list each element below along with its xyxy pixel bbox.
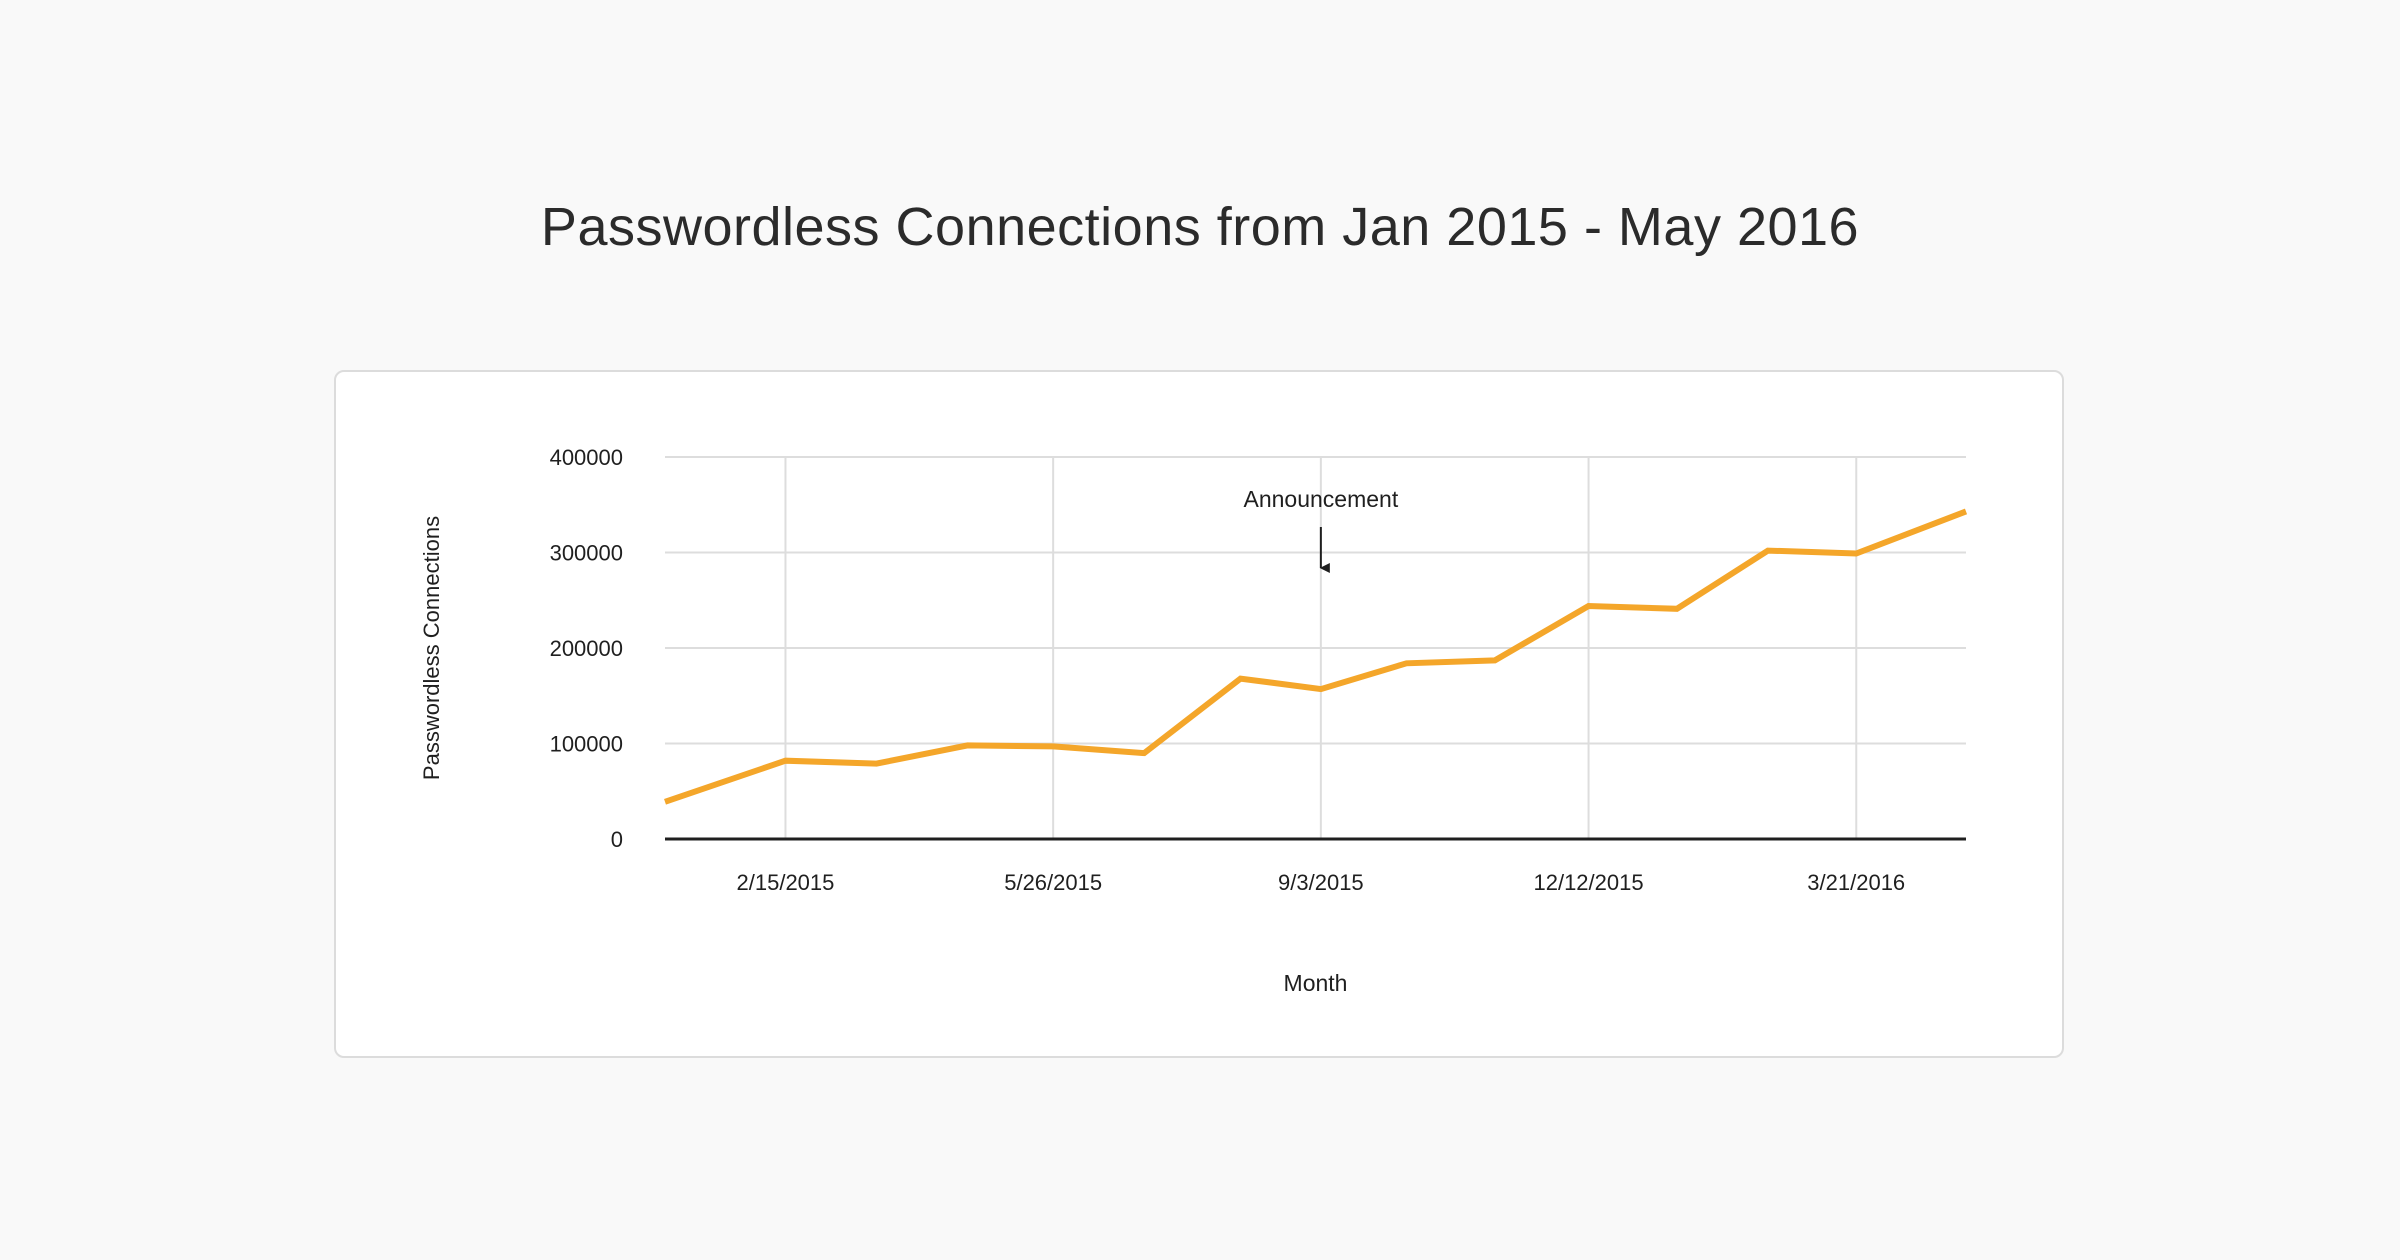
page-title: Passwordless Connections from Jan 2015 -… bbox=[540, 197, 1860, 257]
y-tick-label: 100000 bbox=[550, 732, 623, 757]
y-tick-label: 0 bbox=[611, 827, 623, 852]
line-chart: 0 100000 200000 300000 400000 2/15/2015 5/26/2… bbox=[419, 445, 1968, 996]
y-tick-label: 400000 bbox=[550, 445, 623, 470]
y-tick-label: 200000 bbox=[550, 636, 623, 661]
x-tick-label: 9/3/2015 bbox=[1278, 870, 1364, 895]
y-axis-label: Passwordless Connections bbox=[419, 516, 444, 780]
x-tick-label: 5/26/2015 bbox=[1004, 870, 1102, 895]
chart-card: 0 100000 200000 300000 400000 2/15/2015 5/26/2… bbox=[334, 370, 2064, 1058]
series-line bbox=[664, 508, 1968, 805]
x-tick-label: 3/21/2016 bbox=[1807, 870, 1905, 895]
grid-layer bbox=[665, 456, 1966, 839]
label-layer: 0 100000 200000 300000 400000 2/15/2015 5/26/2… bbox=[550, 445, 1906, 895]
x-axis-label: Month bbox=[1284, 970, 1348, 996]
announcement-annotation: Announcement bbox=[1243, 486, 1398, 512]
series-layer bbox=[664, 508, 1968, 805]
x-tick-label: 2/15/2015 bbox=[737, 870, 835, 895]
y-tick-label: 300000 bbox=[550, 541, 623, 566]
x-tick-label: 12/12/2015 bbox=[1533, 870, 1643, 895]
